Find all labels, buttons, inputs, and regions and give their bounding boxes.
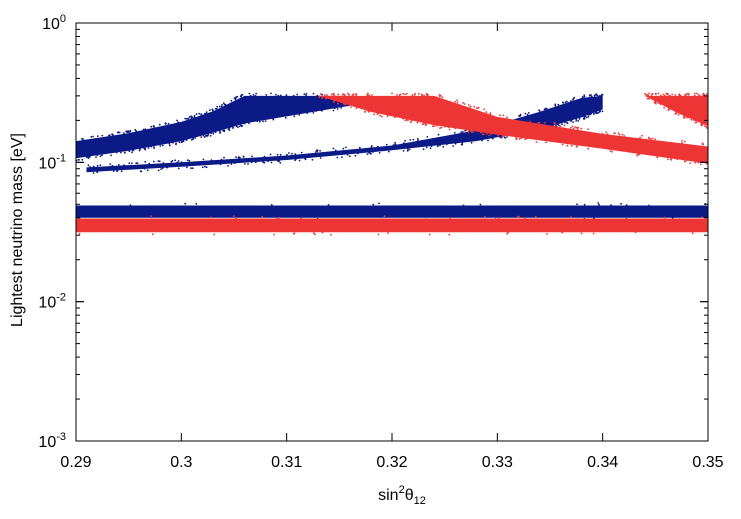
scatter-speckle-red-5 [318, 92, 708, 166]
x-axis-title: sin2θ12 [378, 484, 426, 507]
x-tick-label: 0.31 [271, 454, 302, 471]
axis-ticks [75, 22, 709, 442]
scatter-region-red-5 [318, 95, 708, 164]
x-axis-title-greek: θ [405, 487, 414, 504]
x-tick-label: 0.32 [376, 454, 407, 471]
x-tick-label: 0.33 [482, 454, 513, 471]
scatter-region-red-2 [76, 218, 708, 233]
y-tick-label: 100 [42, 13, 66, 33]
x-axis-title-sub: 12 [414, 495, 426, 507]
x-tick-label: 0.34 [587, 454, 618, 471]
y-tick-label: 10-2 [38, 292, 66, 312]
x-axis-title-base: sin [378, 487, 398, 504]
y-tick-label: 10-1 [38, 152, 66, 172]
x-tick-labels: 0.29 0.3 0.31 0.32 0.33 0.34 0.35 [60, 454, 723, 471]
scatter-region-blue-3 [76, 95, 350, 159]
y-tick-labels: 10-3 10-2 10-1 100 [38, 13, 66, 451]
scatter-region-red-6 [644, 95, 708, 127]
scatter-speckle-blue-4 [87, 93, 604, 174]
x-tick-label: 0.35 [692, 454, 723, 471]
y-tick-label: 10-3 [38, 431, 66, 451]
y-axis-title: Lightest neutrino mass [eV] [9, 133, 26, 327]
x-axis-title-sup: 2 [399, 484, 405, 496]
x-tick-label: 0.3 [170, 454, 192, 471]
scatter-regions [75, 92, 709, 236]
scatter-region-blue-1 [76, 205, 708, 218]
scatter-speckle-red-6 [644, 92, 709, 130]
scatter-speckle-red-2 [78, 215, 704, 236]
x-tick-label: 0.29 [60, 454, 91, 471]
